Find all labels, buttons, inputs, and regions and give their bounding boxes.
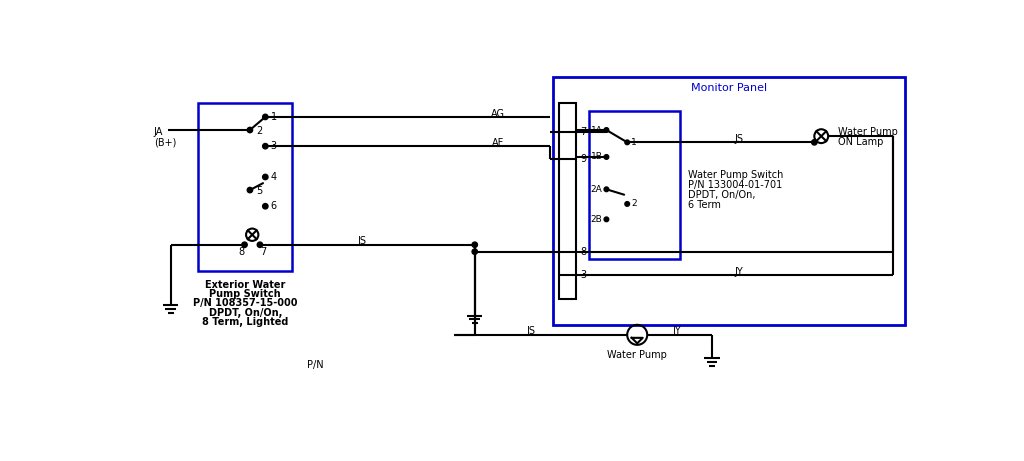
Text: 1: 1 bbox=[631, 138, 637, 147]
Text: Exterior Water: Exterior Water bbox=[205, 280, 286, 290]
Text: JS: JS bbox=[734, 134, 743, 144]
Text: 3: 3 bbox=[270, 141, 276, 151]
Text: 2A: 2A bbox=[591, 185, 602, 194]
Text: 8: 8 bbox=[581, 247, 587, 257]
Circle shape bbox=[472, 249, 477, 254]
Text: JS: JS bbox=[357, 236, 366, 246]
Text: 7: 7 bbox=[581, 127, 587, 137]
Text: 3: 3 bbox=[581, 270, 587, 280]
Text: 2: 2 bbox=[631, 200, 637, 208]
Bar bbox=[199, 103, 292, 271]
Text: JA: JA bbox=[154, 127, 163, 137]
Circle shape bbox=[625, 201, 630, 206]
Text: 5: 5 bbox=[256, 186, 262, 196]
Circle shape bbox=[257, 242, 262, 248]
Text: JS: JS bbox=[526, 326, 536, 336]
Text: 2: 2 bbox=[256, 126, 262, 136]
Circle shape bbox=[262, 114, 268, 119]
Circle shape bbox=[604, 187, 608, 192]
Text: P/N: P/N bbox=[307, 360, 324, 370]
Circle shape bbox=[262, 143, 268, 149]
Text: P/N 108357-15-000: P/N 108357-15-000 bbox=[194, 298, 298, 308]
Text: 6: 6 bbox=[270, 201, 276, 211]
Text: Monitor Panel: Monitor Panel bbox=[691, 83, 767, 93]
Text: P/N 133004-01-701: P/N 133004-01-701 bbox=[688, 180, 782, 189]
Text: DPDT, On/On,: DPDT, On/On, bbox=[688, 189, 756, 200]
Text: 2B: 2B bbox=[591, 215, 602, 224]
Text: 8 Term, Lighted: 8 Term, Lighted bbox=[202, 317, 289, 327]
Text: Water Pump: Water Pump bbox=[839, 127, 898, 136]
Circle shape bbox=[242, 242, 247, 248]
Text: Pump Switch: Pump Switch bbox=[210, 289, 282, 299]
Text: JY: JY bbox=[673, 326, 682, 336]
Bar bbox=[590, 111, 680, 259]
Text: Water Pump Switch: Water Pump Switch bbox=[688, 170, 783, 180]
Text: 1A: 1A bbox=[591, 125, 602, 135]
Text: 7: 7 bbox=[260, 247, 266, 257]
Text: 8: 8 bbox=[239, 247, 245, 257]
Circle shape bbox=[247, 187, 253, 193]
Circle shape bbox=[472, 242, 477, 248]
Text: 9: 9 bbox=[581, 154, 587, 164]
Text: 4: 4 bbox=[270, 172, 276, 182]
Circle shape bbox=[262, 204, 268, 209]
Bar bbox=[553, 77, 905, 325]
Circle shape bbox=[604, 128, 608, 132]
Bar bbox=[559, 103, 575, 299]
Text: DPDT, On/On,: DPDT, On/On, bbox=[209, 307, 282, 318]
Circle shape bbox=[625, 140, 630, 145]
Text: (B+): (B+) bbox=[154, 137, 176, 148]
Text: Water Pump: Water Pump bbox=[607, 350, 668, 360]
Text: JY: JY bbox=[734, 267, 743, 277]
Circle shape bbox=[247, 127, 253, 133]
Circle shape bbox=[604, 154, 608, 159]
Circle shape bbox=[812, 140, 817, 145]
Text: AF: AF bbox=[492, 138, 504, 148]
Text: 1B: 1B bbox=[591, 153, 602, 161]
Circle shape bbox=[604, 217, 608, 222]
Text: AG: AG bbox=[490, 109, 505, 119]
Text: 1: 1 bbox=[270, 112, 276, 122]
Text: 6 Term: 6 Term bbox=[688, 200, 721, 210]
Text: ON Lamp: ON Lamp bbox=[839, 136, 884, 147]
Circle shape bbox=[262, 174, 268, 180]
